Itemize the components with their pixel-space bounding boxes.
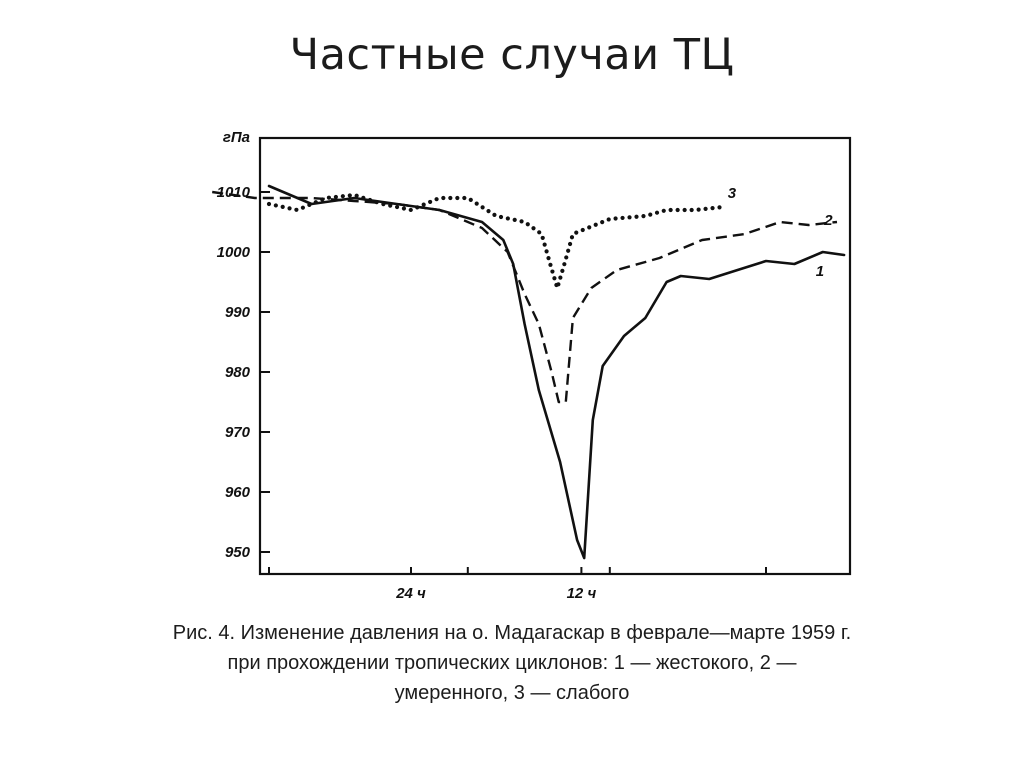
y-tick-label-970: 970 [225, 424, 251, 441]
x-tick-label-1: 12 ч [567, 585, 597, 602]
series-lines [212, 184, 846, 560]
y-tick-label-950: 950 [225, 544, 251, 561]
axis-ticks: гПа 1010 1000 990 980 970 960 950 24 ч 12 ч [217, 129, 767, 602]
series-label-3: 3 [728, 185, 737, 202]
y-axis-unit-label: гПа [223, 129, 250, 146]
series-line-3 [266, 192, 726, 291]
y-tick-label-1010: 1010 [217, 184, 251, 201]
y-tick-label-1000: 1000 [217, 244, 251, 261]
pressure-chart: гПа 1010 1000 990 980 970 960 950 24 ч 12 ч 1 2 3 [212, 129, 852, 602]
series-label-1: 1 [816, 263, 824, 280]
series-labels: 1 2 3 [728, 185, 834, 280]
series-label-2: 2 [823, 212, 833, 229]
plot-frame [258, 136, 852, 576]
caption-line-1: Рис. 4. Изменение давления на о. Мадагас… [172, 622, 852, 644]
y-tick-label-980: 980 [225, 364, 251, 381]
series-line-2 [212, 190, 838, 404]
series-line-1 [267, 184, 846, 560]
y-tick-label-960: 960 [225, 484, 251, 501]
x-tick-label-0: 24 ч [395, 585, 426, 602]
slide-title: Частные случаи ТЦ [289, 30, 735, 80]
y-tick-label-990: 990 [225, 304, 251, 321]
caption-line-2: при прохождении тропических циклонов: 1 … [227, 652, 797, 674]
chart-frame [258, 136, 852, 576]
caption-line-3: умеренного, 3 — слабого [394, 682, 630, 704]
figure-caption: Рис. 4. Изменение давления на о. Мадагас… [30, 618, 994, 708]
